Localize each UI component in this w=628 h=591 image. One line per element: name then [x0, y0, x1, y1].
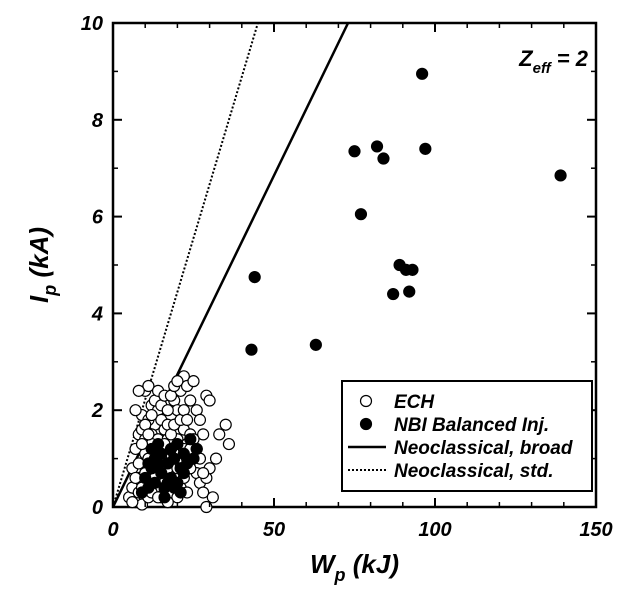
nbi-point	[419, 142, 432, 155]
nbi-point	[164, 442, 178, 456]
y-tick-label: 10	[81, 13, 103, 35]
nbi-point	[403, 285, 416, 298]
x-tick-label: 150	[579, 519, 612, 541]
y-tick-label: 2	[91, 400, 103, 422]
ech-point	[222, 437, 236, 451]
ech-point	[209, 452, 223, 465]
ech-point	[135, 437, 149, 451]
x-tick-label: 0	[107, 519, 118, 541]
ech-point	[161, 404, 174, 417]
nbi-point	[416, 67, 429, 80]
tick-labels: 0 50 100 150 0 2 4 6 8 10	[81, 13, 613, 541]
ech-point	[129, 404, 142, 417]
ech-point	[171, 375, 184, 388]
nbi-point	[177, 467, 190, 480]
ech-point	[132, 384, 145, 397]
nbi-point	[348, 145, 361, 158]
nbi-point	[248, 271, 261, 284]
nbi-point	[354, 208, 368, 221]
ech-point	[142, 379, 155, 393]
legend-marker	[359, 394, 373, 408]
nbi-point	[155, 447, 168, 460]
y-axis-title: Ip (kA)	[24, 227, 60, 303]
ech-point	[213, 428, 226, 441]
ech-point	[197, 467, 210, 480]
zeff-annotation: Zeff = 2	[518, 46, 589, 77]
x-axis-title: Wp (kJ)	[310, 549, 399, 585]
ech-point	[203, 394, 216, 407]
legend-box	[341, 380, 593, 492]
ech-point	[126, 496, 139, 509]
nbi-point	[158, 491, 171, 504]
nbi-point	[245, 343, 258, 356]
legend-marker	[359, 417, 373, 431]
nbi-point	[406, 263, 419, 276]
ech-point	[193, 413, 207, 426]
ech-point	[187, 375, 200, 388]
y-tick-label: 8	[92, 110, 104, 132]
nbi-point	[377, 152, 390, 165]
ech-point	[206, 491, 219, 504]
nbi-point	[184, 433, 197, 446]
ech-point	[184, 394, 197, 407]
nbi-point	[148, 476, 161, 489]
legend-label: ECH	[394, 392, 435, 413]
ech-point	[145, 408, 158, 422]
ech-point	[197, 428, 210, 441]
x-tick-label: 50	[263, 519, 285, 541]
ech-point	[142, 428, 155, 441]
legend-label: Neoclassical, broad	[394, 438, 573, 459]
legend-label: NBI Balanced Inj.	[394, 415, 549, 436]
nbi-point	[554, 169, 567, 182]
nbi-point	[387, 287, 400, 301]
nbi-point	[370, 140, 384, 153]
x-tick-label: 100	[418, 519, 451, 541]
chart-marks	[113, 23, 567, 514]
ech-point	[219, 418, 232, 431]
nbi-point	[190, 442, 203, 456]
nbi-point	[309, 338, 322, 351]
nbi-point	[155, 467, 168, 480]
legend-label: Neoclassical, std.	[394, 461, 553, 482]
y-tick-label: 4	[91, 303, 103, 325]
ech-point	[197, 486, 210, 499]
y-tick-label: 0	[92, 497, 103, 519]
y-tick-label: 6	[92, 207, 104, 229]
nbi-point	[174, 486, 187, 499]
ech-point	[180, 413, 194, 426]
